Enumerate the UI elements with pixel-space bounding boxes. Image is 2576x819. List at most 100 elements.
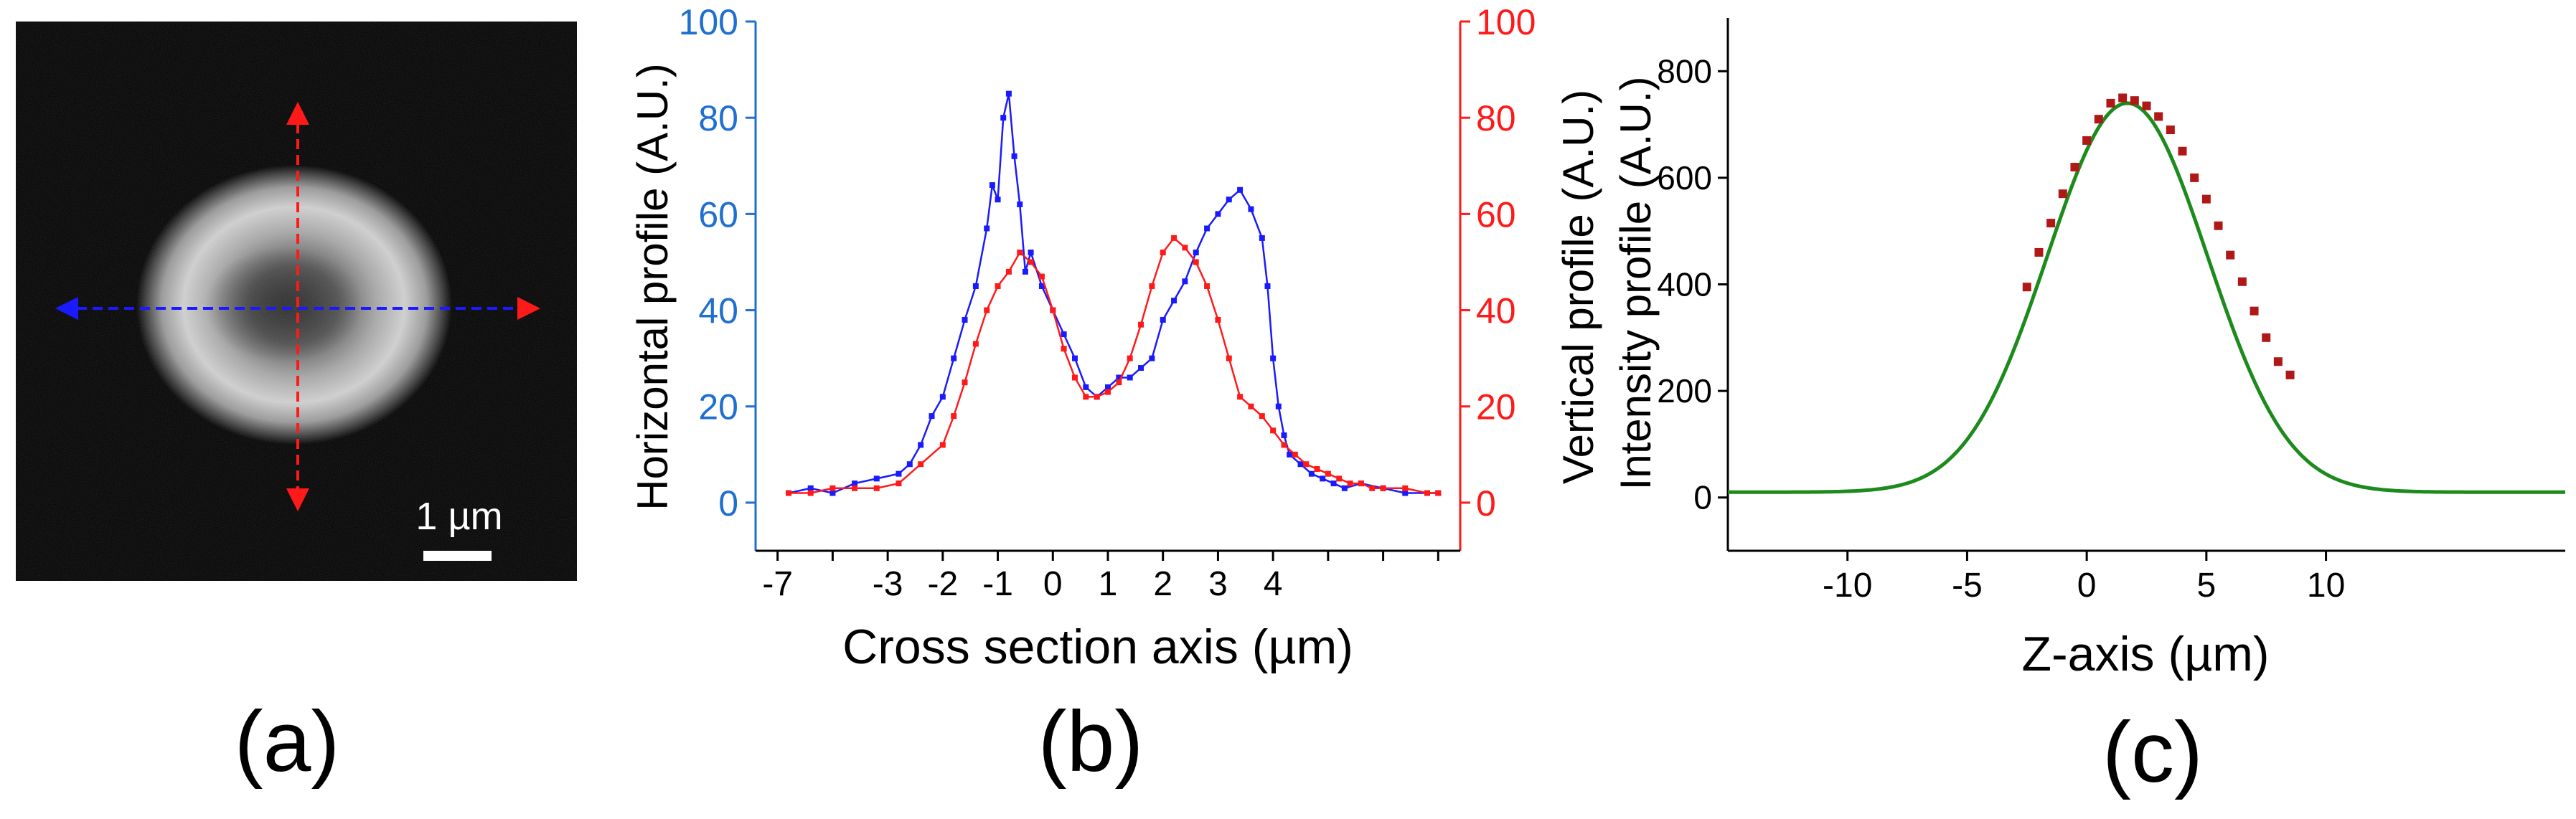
b-data-point (1000, 115, 1007, 121)
b-data-point (1369, 485, 1376, 491)
b-data-point (1017, 201, 1023, 207)
b-data-point (1341, 485, 1348, 491)
c-data-point (2142, 101, 2151, 110)
b-left-tick-label: 60 (698, 194, 738, 235)
b-data-point (1380, 485, 1386, 491)
b-right-tick-label: 0 (1476, 483, 1496, 524)
c-y-axis-label: Intensity profile (A.U.) (1612, 77, 1660, 491)
b-data-point (852, 485, 858, 491)
c-data-point (2094, 115, 2103, 124)
b-data-point (1347, 480, 1353, 487)
b-data-point (1105, 384, 1111, 390)
b-series-line (789, 237, 1439, 494)
b-data-point (1314, 465, 1320, 472)
b-data-point (1050, 307, 1056, 313)
b-series (786, 90, 1442, 496)
b-x-tick-label: -7 (762, 565, 793, 603)
c-data-point (2262, 333, 2271, 342)
b-data-point (1193, 259, 1199, 265)
b-right-tick-label: 80 (1476, 98, 1516, 138)
b-data-point (939, 442, 946, 448)
scale-bar-label: 1 µm (415, 495, 502, 538)
b-data-point (1022, 268, 1028, 275)
b-data-point (829, 485, 836, 491)
c-y-ticks: 0 200 400 600 800 (1657, 52, 1728, 516)
b-data-point (873, 475, 880, 482)
panel-a-caption: (a) (235, 693, 340, 790)
b-x-axis-label: Cross section axis (µm) (842, 620, 1353, 674)
b-left-axis-label: Horizontal profile (A.U.) (629, 63, 677, 511)
c-data-point (2214, 221, 2223, 230)
b-right-axis-label: Vertical profile (A.U.) (1554, 90, 1602, 484)
b-data-point (1358, 480, 1364, 487)
b-data-point (1320, 475, 1326, 482)
b-right-tick-label: 60 (1476, 194, 1516, 235)
c-x-tick-label: 5 (2197, 567, 2217, 605)
b-data-point (1204, 225, 1211, 232)
b-data-point (951, 355, 957, 361)
b-data-point (962, 316, 968, 323)
b-data-point (1215, 316, 1221, 323)
b-data-point (1028, 259, 1034, 265)
b-data-point (1292, 451, 1298, 458)
b-data-point (1204, 283, 1211, 289)
b-data-point (829, 490, 836, 496)
b-series-line (788, 93, 1439, 494)
b-data-point (1182, 278, 1188, 285)
b-data-point (1149, 283, 1155, 289)
c-data-point (2058, 189, 2067, 199)
b-data-point (995, 283, 1001, 289)
b-data-point (852, 480, 858, 487)
b-data-point (906, 461, 913, 468)
b-right-tick-label: 20 (1476, 387, 1516, 427)
c-data-point (2154, 112, 2163, 121)
b-data-point (1061, 331, 1067, 338)
b-data-point (1105, 389, 1111, 395)
b-data-point (1138, 321, 1144, 328)
c-data-point (2226, 250, 2235, 260)
c-x-tick-label: -5 (1952, 567, 1983, 605)
b-data-point (962, 379, 968, 386)
c-data-point (2273, 357, 2283, 366)
panel-a: 1 µm (a) (16, 22, 577, 790)
b-data-point (1402, 490, 1409, 496)
b-left-tick-label: 80 (698, 98, 738, 138)
b-data-point (989, 182, 995, 189)
b-data-point (1171, 235, 1177, 241)
b-data-point (1287, 451, 1293, 458)
c-y-tick-label: 400 (1657, 266, 1712, 303)
b-data-point (786, 490, 792, 496)
b-data-point (1038, 283, 1045, 289)
c-y-tick-label: 0 (1693, 479, 1712, 516)
b-data-point (918, 442, 924, 448)
b-data-point (1303, 461, 1310, 468)
b-data-point (1071, 374, 1078, 381)
c-y-tick-label: 200 (1657, 372, 1712, 410)
b-x-tick-label: 4 (1264, 565, 1283, 603)
c-data-point (2022, 283, 2031, 292)
b-data-point (1011, 153, 1017, 159)
c-data-point (2118, 93, 2128, 103)
b-data-point (1028, 250, 1034, 256)
b-left-tick-label: 40 (698, 291, 738, 331)
b-x-tick-label: -2 (928, 565, 959, 603)
panel-c-caption: (c) (2102, 704, 2203, 800)
b-data-point (1297, 461, 1304, 468)
c-data-point (2190, 173, 2199, 182)
b-x-tick-label: 2 (1153, 565, 1172, 603)
b-data-point (1116, 374, 1122, 381)
b-data-point (1071, 355, 1078, 361)
c-x-ticks: -10 -5 0 5 10 (1823, 551, 2345, 605)
b-data-point (1182, 245, 1188, 251)
b-data-point (1270, 355, 1277, 361)
panel-c-chart: 0 200 400 600 800 -10 -5 0 5 10 Z-axis (µm) Inte… (1612, 18, 2566, 800)
b-data-point (1038, 273, 1045, 280)
c-data-point (2166, 126, 2175, 135)
c-data-point (2046, 219, 2056, 228)
b-data-point (929, 413, 935, 420)
b-x-ticks: -7 -3 -2 -1 0 1 2 3 4 (762, 551, 1439, 603)
b-data-point (1259, 235, 1265, 241)
scale-bar (423, 551, 492, 561)
